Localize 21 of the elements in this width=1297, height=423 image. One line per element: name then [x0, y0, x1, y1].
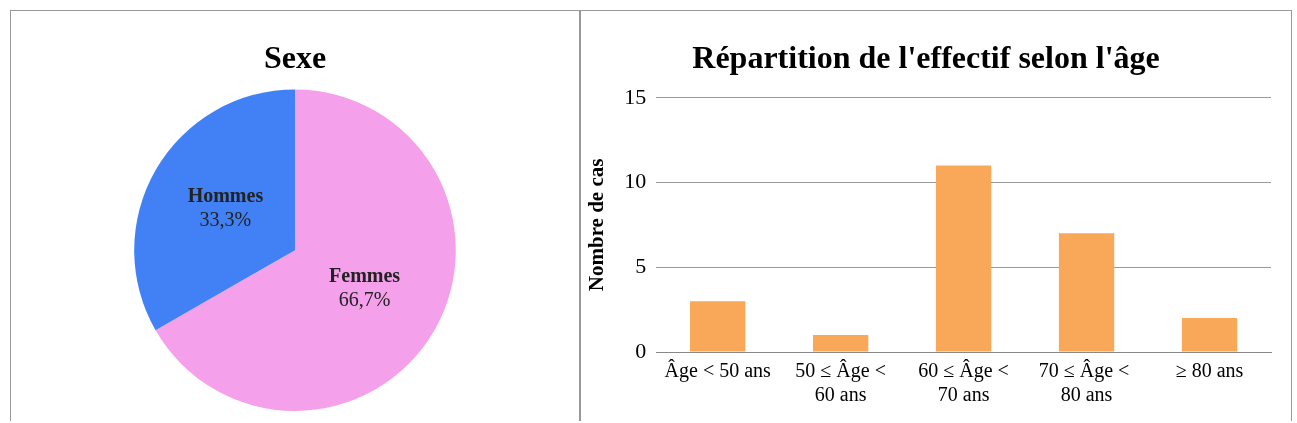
data-label: 66,7% [338, 288, 391, 311]
chart-title: Sexe [263, 39, 327, 76]
bar [935, 165, 992, 352]
bar [1058, 233, 1115, 352]
bar [812, 335, 869, 352]
x-tick-label: 70 ≤ Âge < 80 ans [1038, 359, 1135, 406]
y-tick-label: 15 [624, 83, 647, 109]
bar [690, 301, 746, 352]
slice-label: Hommes [187, 183, 264, 206]
bar [1181, 318, 1238, 352]
x-tick-label: 50 ≤ Âge < 60 ans [795, 359, 886, 406]
data-label: 33,3% [199, 207, 252, 230]
y-tick-label: 10 [624, 168, 647, 194]
x-tick-label: Âge < 50 ans [664, 359, 772, 383]
slice-label: Femmes [329, 264, 401, 287]
x-tick-label: 60 ≤ Âge < 70 ans [918, 359, 1009, 406]
y-tick-label: 0 [635, 337, 647, 363]
x-tick-label: ≥ 80 ans [1175, 359, 1244, 382]
y-tick-label: 5 [635, 253, 647, 279]
y-axis-title: Nombre de cas [584, 158, 609, 292]
chart-title: Répartition de l'effectif selon l'âge [692, 38, 1160, 75]
